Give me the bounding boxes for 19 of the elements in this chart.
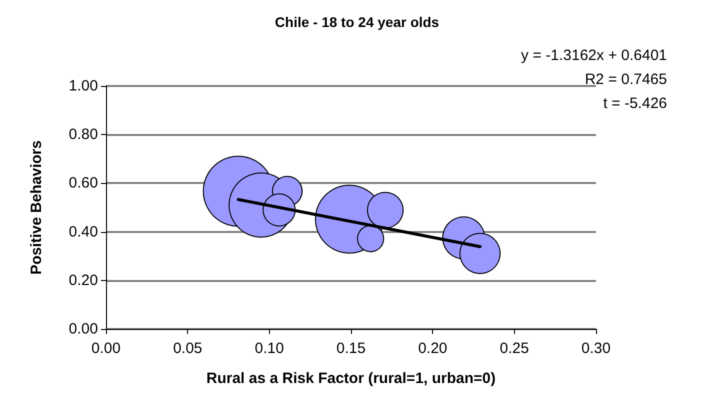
annotation: R2 = 0.7465 (584, 71, 668, 88)
x-tick-label: 0.10 (254, 340, 284, 357)
x-tick-label: 0.00 (91, 340, 121, 357)
y-tick-label: 0.00 (68, 320, 98, 338)
y-tick-label: 0.60 (68, 174, 98, 192)
x-tick-label: 0.30 (581, 340, 611, 357)
y-tick-label: 0.40 (68, 223, 98, 240)
text: y = -1.3162x + 0.6401 (521, 47, 668, 64)
y-tick-label: 0.20 (68, 272, 98, 289)
y-tick-label: 0.80 (68, 126, 98, 144)
chart-title: Chile - 18 to 24 year olds (274, 14, 440, 30)
x-tick-label: 0.05 (173, 340, 202, 357)
y-axis-title: Positive Behaviors (28, 140, 45, 275)
x-tick-label: 0.20 (418, 340, 448, 357)
x-tick-label: 0.25 (500, 340, 529, 357)
x-tick-label: 0.15 (336, 340, 366, 357)
text: t = -5.426 (603, 95, 667, 112)
x-axis-title: Rural as a Risk Factor (rural=1, urban=0) (206, 370, 496, 387)
y-tick-label: 1.00 (68, 78, 98, 94)
